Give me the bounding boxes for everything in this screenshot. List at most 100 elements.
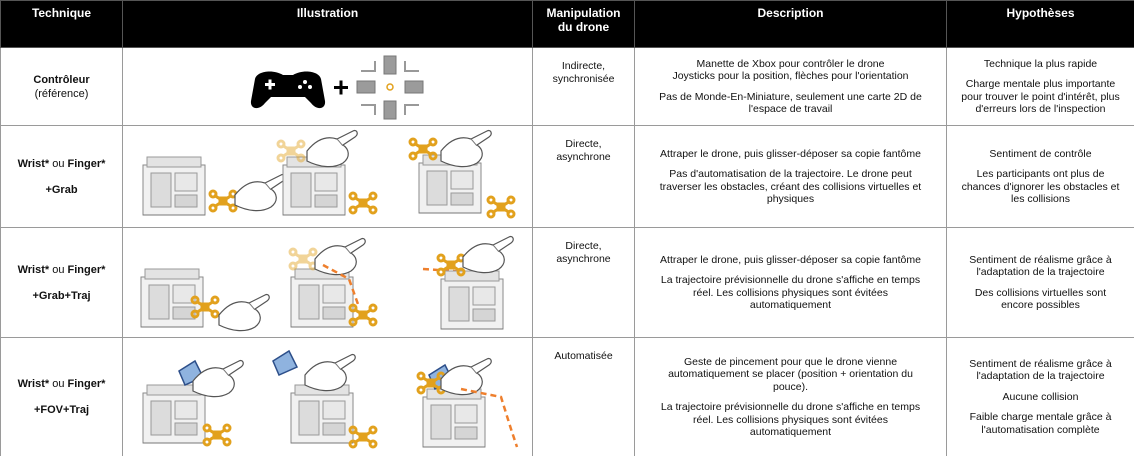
text-line: La trajectoire prévisionnelle du drone s… xyxy=(660,274,921,286)
technique-cell: Wrist* ou Finger* +Grab xyxy=(0,125,123,228)
technique-cell: Wrist* ou Finger* +Grab+Traj xyxy=(0,227,123,338)
text-line: synchronisée xyxy=(552,72,615,85)
text-line: l'automatisation complète xyxy=(981,423,1100,436)
text-block: Indirecte, synchronisée xyxy=(534,60,634,85)
technique-or: ou xyxy=(52,157,65,170)
text-block: Directe, asynchrone xyxy=(534,240,634,265)
text-line: automatiquement xyxy=(749,426,832,438)
text-line: Joysticks pour la position, flèches pour… xyxy=(672,70,909,82)
text-line: pouce). xyxy=(772,380,809,393)
table-row: Wrist* ou Finger* +Grab+Traj Directe, asyn… xyxy=(0,227,1134,338)
header-cell: Description xyxy=(634,0,947,48)
rotation-keys xyxy=(361,60,419,115)
technique-line: Wrist* ou Finger* xyxy=(2,263,122,277)
text-line: Attraper le drone, puis glisser-déposer … xyxy=(660,147,921,160)
paragraph: Charge mentale plus importante pour trouv… xyxy=(948,78,1134,116)
text-line: asynchrone xyxy=(556,150,611,163)
paragraph: Les participants ont plus de chances d'ig… xyxy=(948,168,1134,206)
text-line: asynchrone xyxy=(556,252,611,265)
technique-cell: Contrôleur (référence) xyxy=(0,47,123,126)
technique-variant: +Grab+Traj xyxy=(32,289,91,302)
paragraph: Geste de pincement pour que le drone vie… xyxy=(636,355,946,394)
paragraph: Pas d'automatisation de la trajectoire. … xyxy=(636,168,946,206)
text-line: Sentiment de réalisme grâce à xyxy=(969,253,1112,266)
text-line: encore possibles xyxy=(1001,299,1080,311)
text-line: Sentiment de réalisme grâce à xyxy=(969,357,1112,370)
text-block: Directe, asynchrone xyxy=(534,138,634,163)
paragraph: La trajectoire prévisionnelle du drone s… xyxy=(636,401,946,439)
gamepad xyxy=(250,71,326,108)
technique-finger: Finger* xyxy=(67,263,106,276)
illustration-cell xyxy=(122,125,533,228)
text-line: traverser les obstacles, créant des coll… xyxy=(659,180,922,193)
manipulation-cell: Directe, asynchrone xyxy=(532,227,635,338)
text-line: Automatisée xyxy=(554,350,613,362)
technique-note: (référence) xyxy=(34,87,89,100)
text-line: réel. Les collisions physiques sont évit… xyxy=(693,286,888,299)
text-line: l'adaptation de la trajectoire xyxy=(976,370,1105,383)
hypotheses-cell: Technique la plus rapide Charge mentale p… xyxy=(946,47,1134,126)
illustration-cell xyxy=(122,227,533,338)
text-line: Aucune collision xyxy=(1002,390,1079,403)
illustration-cell xyxy=(122,47,533,126)
technique-name: Contrôleur xyxy=(33,73,90,86)
description-cell: Geste de pincement pour que le drone vie… xyxy=(634,337,947,456)
header-cell: Technique xyxy=(0,0,123,48)
technique-wrist: Wrist* xyxy=(17,157,50,170)
technique-cell: Wrist* ou Finger* +FOV+Traj xyxy=(0,337,123,456)
text-line: l'espace de travail xyxy=(748,103,833,115)
paragraph: Sentiment de réalisme grâce à l'adaptatio… xyxy=(948,253,1134,279)
paragraph: Aucune collision xyxy=(948,390,1134,404)
manipulation-cell: Automatisée xyxy=(532,337,635,456)
hypotheses-cell: Sentiment de réalisme grâce à l'adaptatio… xyxy=(946,337,1134,456)
fov-traj-illustration xyxy=(142,349,519,448)
text-line: d'erreurs lors de l'inspection xyxy=(975,103,1106,115)
text-line: Les participants ont plus de xyxy=(976,168,1105,180)
grab-illustration xyxy=(142,129,516,218)
technique-line: Wrist* ou Finger* xyxy=(2,377,122,391)
paragraph: Faible charge mentale grâce à l'automatis… xyxy=(948,411,1134,436)
technique-line: Wrist* ou Finger* xyxy=(2,157,122,171)
paragraph: La trajectoire prévisionnelle du drone s… xyxy=(636,274,946,312)
header-cell: Hypothèses xyxy=(946,0,1134,48)
table-row: Wrist* ou Finger* +Grab Directe, asynchron… xyxy=(0,125,1134,228)
text-line: Pas d'automatisation de la trajectoire. … xyxy=(669,168,912,180)
paragraph: Technique la plus rapide xyxy=(948,57,1134,71)
text-line: Charge mentale plus importante xyxy=(965,78,1116,90)
text-line: Des collisions virtuelles sont xyxy=(974,286,1107,299)
header-cell: Illustration xyxy=(122,0,533,48)
technique-wrist: Wrist* xyxy=(17,263,50,276)
paragraph: Attraper le drone, puis glisser-déposer … xyxy=(636,254,946,267)
text-line: Directe, xyxy=(565,138,602,150)
description-cell: Attraper le drone, puis glisser-déposer … xyxy=(634,125,947,228)
text-line: Faible charge mentale grâce à xyxy=(969,411,1112,424)
paragraph: Manette de Xbox pour contrôler le drone J… xyxy=(636,58,946,83)
text-line: Technique la plus rapide xyxy=(983,57,1098,70)
technique-variant: +FOV+Traj xyxy=(33,404,90,416)
text-line: l'adaptation de la trajectoire xyxy=(976,266,1105,278)
text-line: Sentiment de contrôle xyxy=(989,147,1092,160)
text-block: Automatisée xyxy=(534,350,634,363)
text-line: automatiquement xyxy=(749,299,832,311)
manipulation-cell: Directe, asynchrone xyxy=(532,125,635,228)
text-line: réel. Les collisions physiques sont évit… xyxy=(693,413,888,426)
text-line: Pas de Monde-En-Miniature, seulement une… xyxy=(659,90,922,103)
description-cell: Manette de Xbox pour contrôler le drone J… xyxy=(634,47,947,126)
technique-finger: Finger* xyxy=(67,157,106,170)
text-line: les collisions xyxy=(1011,193,1070,205)
text-line: pour trouver le point d'intérêt, plus xyxy=(961,90,1120,103)
paragraph: Sentiment de réalisme grâce à l'adaptatio… xyxy=(948,357,1134,383)
manipulation-cell: Indirecte, synchronisée xyxy=(532,47,635,126)
text-line: physiques xyxy=(766,193,815,205)
table-row: Wrist* ou Finger* +FOV+Traj Automatisée G… xyxy=(0,337,1134,456)
paragraph: Attraper le drone, puis glisser-déposer … xyxy=(636,147,946,161)
paragraph: Des collisions virtuelles sont encore pos… xyxy=(948,286,1134,312)
table-row: Contrôleur (référence) In xyxy=(0,47,1134,126)
technique-variant: +Grab xyxy=(45,183,78,196)
text-line: Geste de pincement pour que le drone vie… xyxy=(683,355,898,368)
text-line: chances d'ignorer les obstacles et xyxy=(961,180,1120,193)
text-line: La trajectoire prévisionnelle du drone s… xyxy=(660,401,921,413)
header-row: Technique Illustration Manipulation du d… xyxy=(0,0,1134,48)
hypotheses-cell: Sentiment de réalisme grâce à l'adaptatio… xyxy=(946,227,1134,338)
